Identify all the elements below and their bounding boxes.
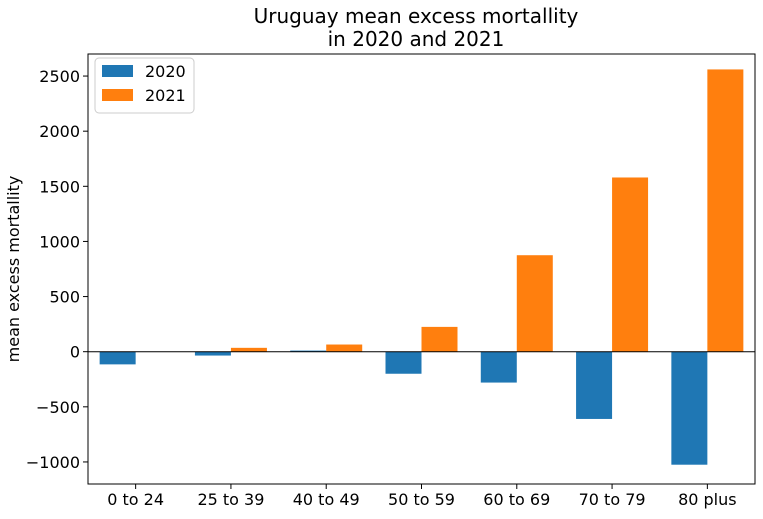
x-tick-label: 0 to 24 bbox=[107, 490, 164, 509]
x-tick-label: 50 to 59 bbox=[388, 490, 455, 509]
y-tick-label: 1500 bbox=[39, 177, 80, 196]
bar-2021-50-to-59 bbox=[421, 326, 458, 352]
bar-2020-70-to-79 bbox=[576, 351, 613, 419]
x-tick-label: 80 plus bbox=[678, 490, 737, 509]
bar-2020-80-plus bbox=[671, 351, 708, 465]
legend-swatch-2020 bbox=[102, 65, 133, 77]
bar-2020-25-to-39 bbox=[194, 351, 231, 356]
y-axis-label: mean excess mortallity bbox=[4, 176, 23, 363]
bar-2020-40-to-49 bbox=[290, 350, 327, 352]
bar-2021-60-to-69 bbox=[516, 255, 553, 352]
x-tick-label: 25 to 39 bbox=[197, 490, 264, 509]
bar-2020-0-to-24 bbox=[99, 351, 136, 365]
y-tick-label: 2000 bbox=[39, 122, 80, 141]
chart-title-line-1: Uruguay mean excess mortallity bbox=[254, 4, 579, 28]
bar-2020-50-to-59 bbox=[385, 351, 422, 374]
bar-2020-60-to-69 bbox=[480, 351, 517, 383]
plot-frame bbox=[87, 53, 756, 485]
bar-2021-80-plus bbox=[707, 69, 744, 352]
x-tick-label: 60 to 69 bbox=[483, 490, 550, 509]
y-tick-label: 2500 bbox=[39, 67, 80, 86]
y-tick-label: 500 bbox=[49, 288, 80, 307]
legend: 2020 2021 bbox=[94, 57, 195, 114]
legend-label-2021: 2021 bbox=[145, 86, 186, 105]
y-tick-label: −1000 bbox=[26, 453, 80, 472]
y-axis: −1000 −500 0 500 1000 1500 2000 2500 bbox=[26, 67, 88, 472]
y-tick-label: 1000 bbox=[39, 232, 80, 251]
bar-2021-70-to-79 bbox=[612, 177, 649, 352]
x-tick-label: 70 to 79 bbox=[579, 490, 646, 509]
x-axis: 0 to 24 25 to 39 40 to 49 50 to 59 60 to 69 7… bbox=[107, 484, 737, 509]
chart-title-line-2: in 2020 and 2021 bbox=[328, 27, 505, 51]
legend-swatch-2021 bbox=[102, 89, 133, 101]
bar-2021-25-to-39 bbox=[230, 347, 267, 352]
y-tick-label: 0 bbox=[70, 343, 80, 362]
bars-layer bbox=[99, 69, 744, 465]
bar-2021-40-to-49 bbox=[326, 344, 363, 352]
x-tick-label: 40 to 49 bbox=[293, 490, 360, 509]
legend-label-2020: 2020 bbox=[145, 62, 186, 81]
y-tick-label: −500 bbox=[36, 398, 80, 417]
